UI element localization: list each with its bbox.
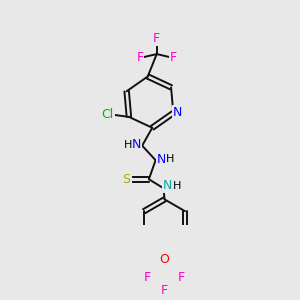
Text: N: N: [173, 106, 182, 119]
Text: F: F: [153, 32, 160, 45]
Text: N: N: [132, 138, 141, 151]
Text: H: H: [173, 181, 181, 191]
Text: F: F: [144, 271, 151, 284]
Text: N: N: [163, 179, 172, 193]
Text: O: O: [160, 253, 170, 266]
Text: F: F: [170, 51, 177, 64]
Text: F: F: [136, 51, 143, 64]
Text: N: N: [157, 153, 166, 166]
Text: Cl: Cl: [101, 108, 114, 121]
Text: S: S: [122, 173, 130, 186]
Text: H: H: [166, 154, 174, 164]
Text: F: F: [178, 271, 185, 284]
Text: F: F: [161, 284, 168, 296]
Text: H: H: [123, 140, 132, 149]
